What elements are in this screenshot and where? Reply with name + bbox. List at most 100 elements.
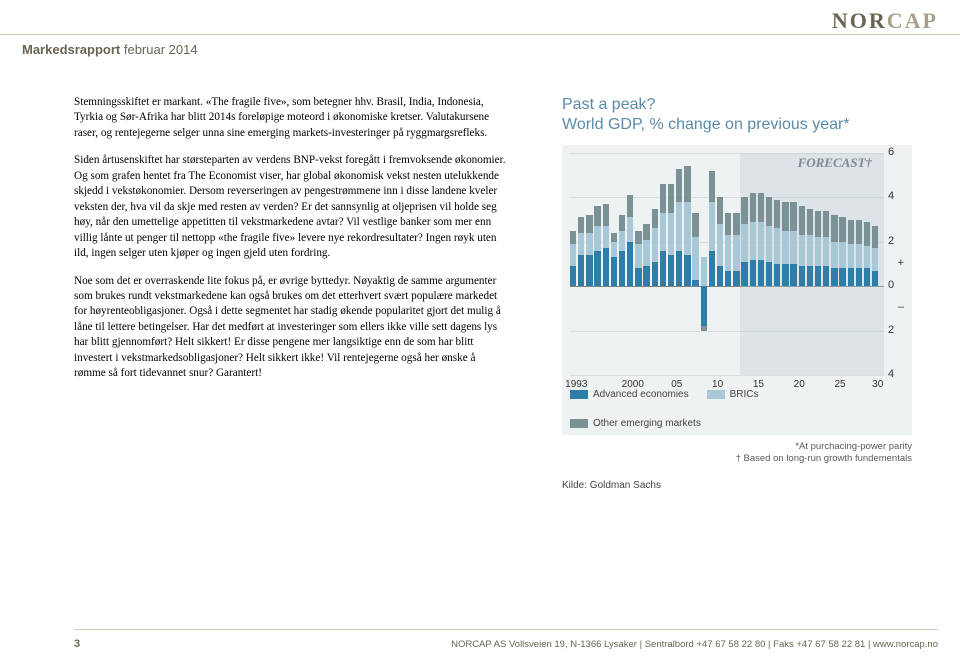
bar-segment	[619, 215, 625, 231]
footer-divider	[74, 629, 938, 630]
bar-segment	[782, 264, 788, 286]
bar-segment	[848, 244, 854, 268]
bar-segment	[831, 215, 837, 242]
bar-segment	[676, 202, 682, 251]
bar-segment	[848, 220, 854, 244]
legend-label: Other emerging markets	[593, 418, 701, 429]
bar-segment	[611, 233, 617, 242]
bar-segment	[660, 213, 666, 251]
bar-segment	[750, 222, 756, 260]
report-title-rest: februar 2014	[120, 42, 197, 57]
bar-segment	[839, 268, 845, 286]
bar-segment	[603, 248, 609, 286]
bar-segment	[766, 226, 772, 262]
bar-segment	[668, 184, 674, 213]
bar-segment	[660, 251, 666, 287]
y-plus: +	[898, 257, 904, 269]
logo-dark: NOR	[832, 8, 887, 33]
bar-segment	[594, 251, 600, 287]
footnote-2: † Based on long-run growth fundementals	[562, 453, 912, 465]
bar-segment	[741, 197, 747, 224]
bar-segment	[594, 226, 600, 250]
chart-footnotes: *At purchacing-power parity † Based on l…	[562, 441, 912, 466]
bar-segment	[725, 271, 731, 287]
bar-segment	[758, 222, 764, 260]
bar-segment	[570, 266, 576, 286]
y-tick-label: 4	[888, 368, 906, 380]
bar-segment	[627, 195, 633, 217]
bar-segment	[635, 244, 641, 268]
bar-segment	[782, 231, 788, 264]
bar-segment	[799, 266, 805, 286]
bar-segment	[823, 237, 829, 266]
bar-segment	[839, 242, 845, 269]
bar-segment	[839, 217, 845, 241]
bar-segment	[603, 226, 609, 248]
bar-segment	[758, 193, 764, 222]
bar-segment	[815, 211, 821, 238]
bar-segment	[774, 200, 780, 229]
bar-segment	[692, 237, 698, 279]
bar-segment	[709, 202, 715, 251]
brand-logo: NORCAP	[832, 8, 938, 34]
bar-segment	[627, 217, 633, 241]
bar-segment	[856, 244, 862, 268]
bar-segment	[652, 209, 658, 229]
chart-plot: FORECAST† 642024+– 19932000051015202530 …	[562, 145, 912, 435]
plot-area: 642024+–	[570, 153, 884, 375]
y-tick-label: 6	[888, 146, 906, 158]
page-number: 3	[74, 638, 80, 650]
y-tick-label: 0	[888, 279, 906, 291]
bar-segment	[725, 235, 731, 271]
paragraph-1: Stemningsskiftet er markant. «The fragil…	[74, 95, 509, 141]
bar-segment	[774, 264, 780, 286]
bar-segment	[643, 266, 649, 286]
bar-segment	[717, 266, 723, 286]
bar-segment	[856, 268, 862, 286]
bar-segment	[799, 206, 805, 235]
bar-segment	[815, 237, 821, 266]
footer-address: NORCAP AS Vollsveien 19, N-1366 Lysaker …	[451, 639, 938, 650]
chart-title-line2: World GDP, % change on previous year*	[562, 115, 912, 135]
chart-title: Past a peak? World GDP, % change on prev…	[562, 95, 912, 135]
bar-segment	[578, 255, 584, 286]
legend-item: Other emerging markets	[570, 418, 701, 429]
bar-segment	[790, 202, 796, 231]
legend-item: Advanced economies	[570, 389, 689, 400]
bar-segment	[725, 213, 731, 235]
chart-source: Kilde: Goldman Sachs	[562, 480, 661, 491]
bar-segment	[815, 266, 821, 286]
bar-segment	[586, 215, 592, 233]
bar-segment	[864, 222, 870, 246]
bar-segment	[733, 213, 739, 235]
bar-segment	[872, 248, 878, 270]
bar-segment	[848, 268, 854, 286]
bar-segment	[578, 217, 584, 233]
bar-segment	[807, 209, 813, 236]
footnote-1: *At purchacing-power parity	[562, 441, 912, 453]
bar-segment	[750, 193, 756, 222]
chart-title-line1: Past a peak?	[562, 96, 655, 113]
bar-segment	[668, 213, 674, 255]
paragraph-2: Siden årtusenskiftet har størsteparten a…	[74, 153, 509, 261]
bar-segment	[733, 271, 739, 287]
y-minus: –	[898, 301, 904, 313]
bar-segment-neg	[701, 326, 707, 330]
bar-segment	[611, 242, 617, 258]
bar-segment	[668, 255, 674, 286]
bar-segment	[758, 260, 764, 287]
bar-segment	[790, 231, 796, 264]
bar-segment	[570, 231, 576, 244]
bar-segment	[692, 280, 698, 287]
chart-container: Past a peak? World GDP, % change on prev…	[562, 95, 912, 466]
bar-segment	[603, 204, 609, 226]
bar-segment	[676, 251, 682, 287]
report-title: Markedsrapport februar 2014	[22, 42, 198, 57]
bar-segment	[643, 240, 649, 267]
bar-segment	[807, 235, 813, 266]
bar-segment	[611, 257, 617, 286]
bar-segment	[652, 262, 658, 286]
bar-segment	[872, 226, 878, 248]
bar-segment	[864, 268, 870, 286]
bar-segment	[684, 166, 690, 202]
